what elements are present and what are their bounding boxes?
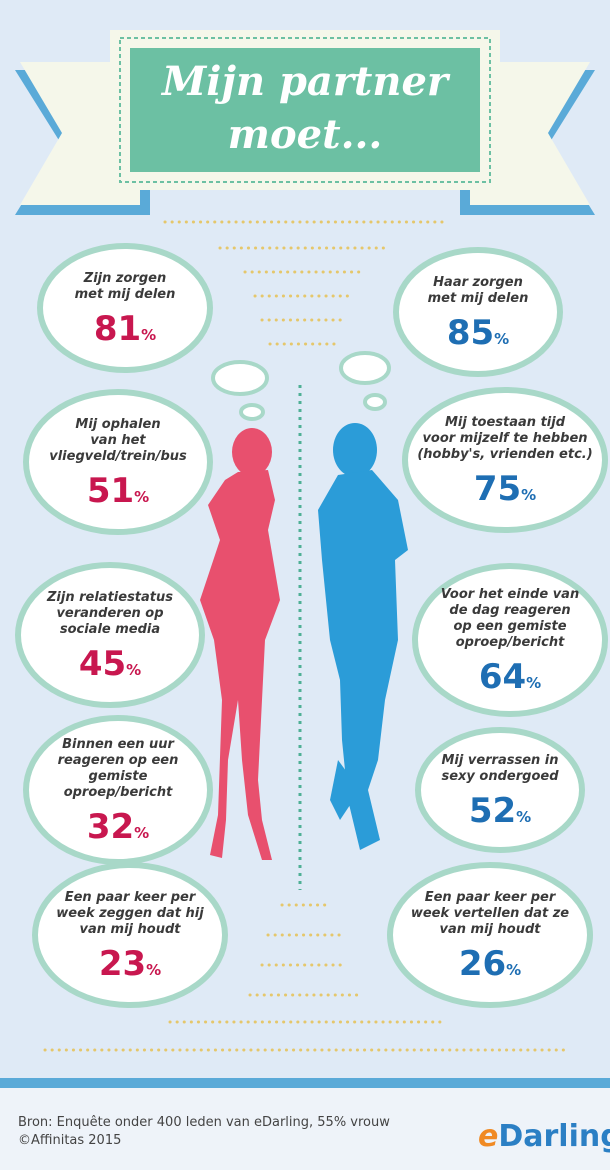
bubble-shape (23, 389, 213, 535)
footer-bar (0, 1078, 610, 1088)
percentage: 85% (447, 313, 509, 353)
percentage-unit: % (134, 824, 149, 842)
percentage-value: 23 (99, 944, 146, 984)
percentage: 64% (479, 657, 541, 697)
bubble-text: de dag reageren (449, 603, 570, 618)
bubble-text: Haar zorgen (433, 275, 523, 290)
bubble-shape (32, 862, 228, 1008)
percentage-unit: % (494, 330, 509, 348)
bubble-text: van mij houdt (80, 922, 182, 937)
bubble-text: op een gemiste (453, 619, 566, 634)
percentage-unit: % (146, 961, 161, 979)
percentage: 51% (87, 471, 149, 511)
bubble-shape (387, 862, 593, 1008)
percentage: 52% (469, 791, 531, 831)
bubble-text: oproep/bericht (64, 785, 173, 800)
percentage-unit: % (521, 486, 536, 504)
bubble-text: voor mijzelf te hebben (422, 431, 587, 446)
percentage-unit: % (506, 961, 521, 979)
percentage-unit: % (134, 488, 149, 506)
percentage-value: 51 (87, 471, 134, 511)
percentage-value: 75 (474, 469, 521, 509)
bubble-text: van het (90, 433, 146, 448)
bubble-text: Zijn relatiestatus (46, 590, 173, 605)
percentage-unit: % (141, 326, 156, 344)
percentage: 45% (79, 644, 141, 684)
bubble-text: sociale media (60, 622, 160, 637)
percentage: 26% (459, 944, 521, 984)
percentage-value: 45 (79, 644, 126, 684)
percentage-value: 85 (447, 313, 494, 353)
bubble-text: van mij houdt (440, 922, 542, 937)
bubble-text: Binnen een uur (62, 737, 175, 752)
percentage-value: 52 (469, 791, 516, 831)
bubble-text: met mij delen (75, 287, 176, 302)
bubble-text: (hobby's, vrienden etc.) (417, 447, 592, 462)
dotted-lines (43, 220, 567, 1052)
percentage: 75% (474, 469, 536, 509)
bubble-text: veranderen op (56, 606, 163, 621)
logo: eDarling (478, 1119, 610, 1154)
logo-prefix: e (478, 1119, 498, 1154)
bubble-text: week zeggen dat hij (56, 906, 204, 921)
percentage-value: 32 (87, 807, 134, 847)
percentage-value: 26 (459, 944, 506, 984)
percentage: 23% (99, 944, 161, 984)
banner (130, 48, 480, 172)
bubble-text: Mij verrassen in (441, 753, 558, 768)
source: Bron: Enquête onder 400 leden van eDarli… (18, 1115, 390, 1130)
bubble-shape (402, 387, 608, 533)
bubble-text: Zijn zorgen (83, 271, 166, 286)
title-line: moet... (228, 111, 383, 158)
title-line: Mijn partner (160, 58, 451, 105)
bubble-shape (393, 247, 563, 377)
percentage-unit: % (526, 674, 541, 692)
bubble-text: Een paar keer per (65, 890, 197, 905)
man-silhouette (318, 423, 408, 850)
percentage-unit: % (126, 661, 141, 679)
percentage-unit: % (516, 808, 531, 826)
bubble-shape (412, 563, 608, 717)
bubble-text: oproep/bericht (456, 635, 565, 650)
bubble-text: met mij delen (428, 291, 529, 306)
percentage: 32% (87, 807, 149, 847)
bubble-shape (15, 562, 205, 708)
bubble-text: vliegveld/trein/bus (49, 449, 187, 464)
logo-rest: Darling (498, 1119, 610, 1154)
bubble-text: week vertellen dat ze (411, 906, 569, 921)
thought-bubbles (211, 351, 391, 421)
bubble-shape (23, 715, 213, 865)
bubble-text: reageren op een (58, 753, 179, 768)
bubble-shape (37, 243, 213, 373)
bubble-text: Een paar keer per (425, 890, 557, 905)
copyright: ©Affinitas 2015 (18, 1133, 121, 1148)
bubble-shape (415, 727, 585, 853)
bubble-text: gemiste (89, 769, 148, 784)
bubble-text: Mij toestaan tijd (445, 415, 566, 430)
bubble-text: sexy ondergoed (441, 769, 559, 784)
percentage-value: 81 (94, 309, 141, 349)
woman-silhouette (200, 428, 280, 860)
percentage: 81% (94, 309, 156, 349)
bubble-text: Mij ophalen (75, 417, 160, 432)
banner-stitch (119, 37, 491, 183)
percentage-value: 64 (479, 657, 526, 697)
bubble-text: Voor het einde van (441, 587, 579, 602)
footer (0, 1088, 610, 1170)
